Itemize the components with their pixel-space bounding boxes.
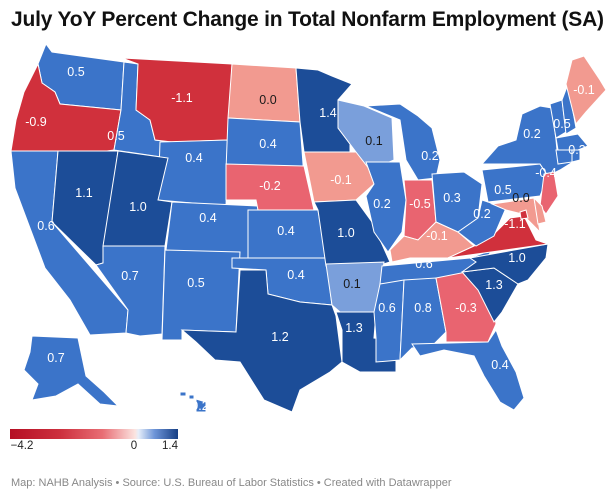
state-label-pa: 0.5 [494,183,511,197]
state-label-mt: -1.1 [171,91,193,105]
state-label-me: -0.1 [573,83,595,97]
state-label-md: 0.0 [512,191,529,205]
source-footer: Map: NAHB Analysis • Source: U.S. Bureau… [11,477,452,489]
state-mi[interactable] [365,103,441,181]
state-label-ak: 0.7 [47,351,64,365]
state-label-or: -0.9 [25,115,47,129]
state-wy[interactable] [157,139,229,207]
state-label-sc: 1.3 [485,278,502,292]
state-label-ks: 0.4 [277,224,294,238]
state-fl[interactable] [411,328,525,411]
state-label-oh: 0.3 [443,191,460,205]
color-scale-legend [10,429,178,439]
legend-mid-label: 0 [130,440,138,452]
state-label-wy: 0.4 [185,151,202,165]
state-label-tn: 0.6 [415,257,432,271]
state-label-hi: 0.2 [191,399,208,413]
state-label-ny: 0.2 [523,127,540,141]
state-nc[interactable] [461,243,549,285]
state-label-mo: 1.0 [337,226,354,240]
state-label-nm: 0.5 [187,276,204,290]
state-label-ky: -0.1 [426,229,448,243]
state-ms[interactable] [373,279,405,363]
state-label-co: 0.4 [199,211,216,225]
state-label-il: 0.2 [373,197,390,211]
legend-max-label: 1.4 [162,440,178,452]
state-label-wi: 0.1 [365,134,382,148]
state-label-mn: 1.4 [319,106,336,120]
state-nh[interactable] [561,82,577,135]
map-title: July YoY Percent Change in Total Nonfarm… [11,8,604,31]
state-label-vt: 0.5 [553,117,570,131]
legend-min-label: −4.2 [10,440,34,452]
legend-color-bar [10,429,178,439]
state-label-wa: 0.5 [67,65,84,79]
state-nm[interactable] [161,249,241,341]
state-label-nd: 0.0 [259,93,276,107]
state-label-tx: 1.2 [271,330,288,344]
state-label-la: 1.3 [345,321,362,335]
state-label-al: 0.8 [414,301,431,315]
state-ky[interactable] [389,221,475,263]
state-de[interactable] [533,196,547,225]
state-label-va: -1.1 [504,217,526,231]
state-me[interactable] [565,55,607,126]
state-label-nj: -0.4 [535,166,557,180]
state-label-ok: 0.4 [287,268,304,282]
state-tx[interactable] [180,269,343,413]
state-hi-main[interactable] [195,398,207,413]
state-label-ia: -0.1 [330,173,352,187]
state-ma[interactable] [555,133,589,151]
state-label-ms: 0.6 [378,301,395,315]
state-label-az: 0.7 [121,269,138,283]
state-label-nc: 1.0 [508,251,525,265]
state-dc[interactable] [519,209,529,220]
state-shapes [10,42,607,413]
state-label-id: 0.5 [107,129,124,143]
legend-tick-labels: −4.2 0 1.4 [10,440,180,456]
state-ri[interactable] [571,149,581,163]
state-md[interactable] [490,197,541,234]
state-label-mi: 0.2 [421,149,438,163]
state-label-fl: 0.4 [491,358,508,372]
state-nj[interactable] [539,171,559,215]
state-il[interactable] [365,161,407,253]
state-label-nv: 1.1 [75,186,92,200]
state-label-ga: -0.3 [455,301,477,315]
state-label-ca: 0.6 [37,219,54,233]
state-label-in: -0.5 [409,197,431,211]
state-label-wv: 0.2 [473,207,490,221]
state-label-ar: 0.1 [343,277,360,291]
state-label-ma: 0.3 [568,143,585,157]
state-hi-islands[interactable] [179,391,195,400]
state-value-labels: 0.5-0.90.61.10.5-1.10.41.00.70.40.50.00.… [25,65,595,413]
state-label-ut: 1.0 [129,200,146,214]
state-label-ne: -0.2 [259,179,281,193]
state-ak[interactable] [23,335,120,407]
state-label-sd: 0.4 [259,137,276,151]
